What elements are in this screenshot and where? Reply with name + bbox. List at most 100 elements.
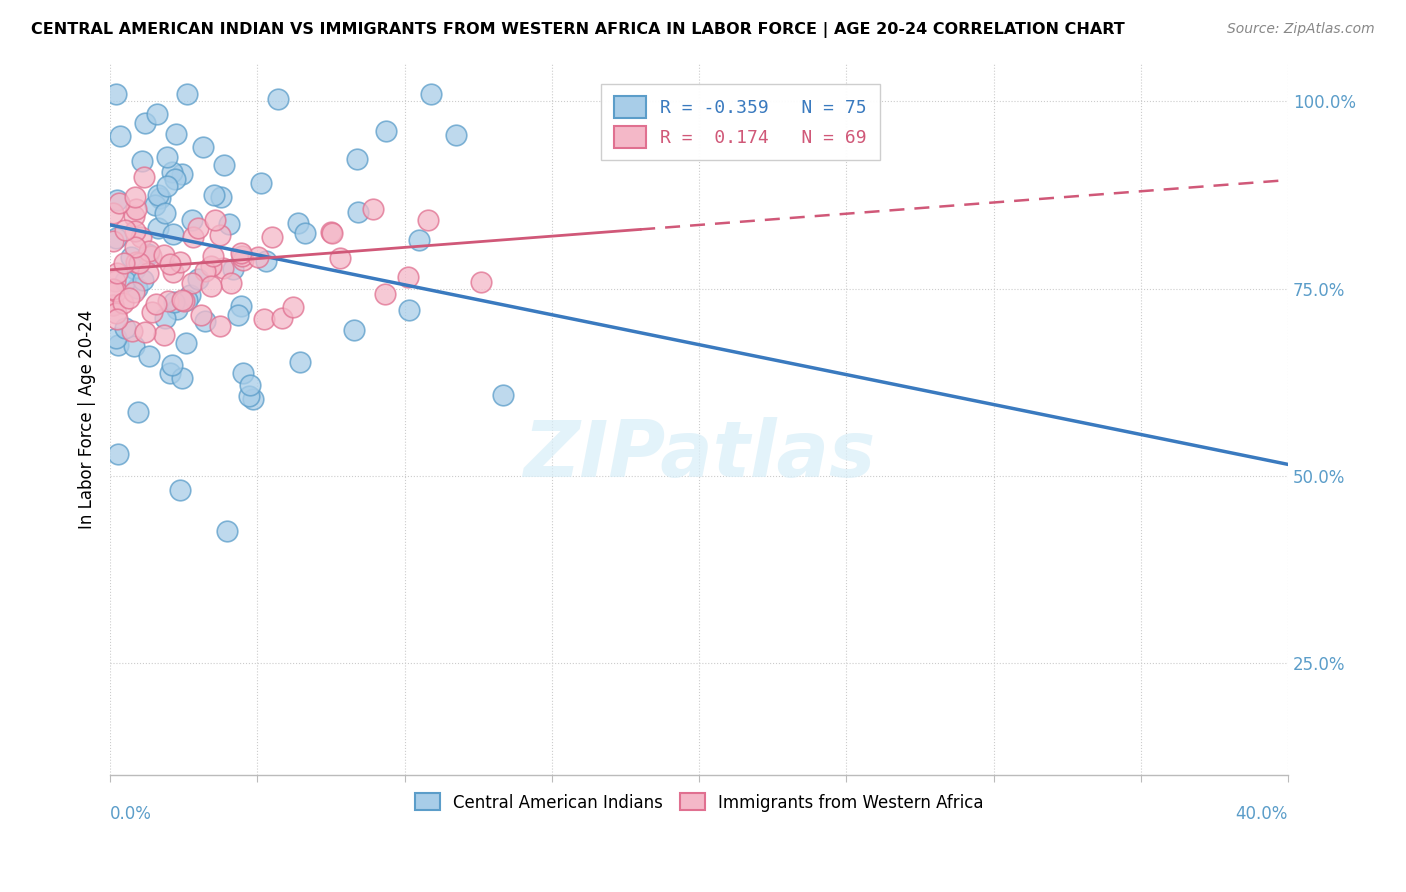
Point (155, 206, 177, 220)
Point (134, 116, 156, 130)
Text: 40.0%: 40.0% (1236, 805, 1288, 823)
Point (408, 233, 430, 247)
Point (159, 366, 181, 380)
Point (146, 187, 169, 202)
Point (114, 223, 136, 237)
Point (212, 260, 235, 275)
Point (181, 213, 204, 227)
Point (124, 224, 146, 238)
Point (146, 106, 169, 120)
Point (209, 319, 232, 334)
Point (101, 206, 124, 220)
Point (149, 191, 172, 205)
Point (190, 308, 212, 322)
Point (232, 252, 254, 267)
Point (222, 261, 245, 276)
Point (134, 170, 156, 185)
Point (242, 392, 264, 407)
Point (120, 250, 142, 264)
Point (136, 248, 159, 262)
Point (112, 296, 135, 310)
Point (343, 323, 366, 337)
Point (204, 212, 226, 227)
Point (156, 294, 179, 309)
Point (193, 264, 215, 278)
Point (145, 297, 167, 311)
Point (176, 336, 198, 351)
Point (127, 281, 149, 295)
Point (176, 293, 198, 307)
Point (105, 285, 128, 299)
Point (152, 328, 174, 343)
Point (125, 202, 148, 217)
Point (114, 321, 136, 335)
Point (138, 349, 160, 363)
Point (170, 167, 193, 181)
Point (271, 311, 294, 326)
Point (108, 129, 131, 144)
Point (209, 227, 232, 242)
Point (170, 293, 193, 307)
Point (374, 286, 396, 301)
Text: ZIPatlas: ZIPatlas (523, 417, 875, 493)
Point (181, 230, 204, 244)
Point (166, 301, 188, 316)
Point (212, 158, 235, 172)
Point (127, 404, 149, 418)
Text: Source: ZipAtlas.com: Source: ZipAtlas.com (1227, 22, 1375, 37)
Legend: Central American Indians, Immigrants from Western Africa: Central American Indians, Immigrants fro… (406, 785, 991, 820)
Y-axis label: In Labor Force | Age 20-24: In Labor Force | Age 20-24 (79, 310, 96, 529)
Point (105, 330, 128, 344)
Point (141, 249, 163, 263)
Point (146, 221, 169, 235)
Point (156, 179, 179, 194)
Point (105, 193, 128, 207)
Point (101, 234, 124, 248)
Point (321, 226, 343, 240)
Point (136, 266, 159, 280)
Point (231, 249, 253, 263)
Point (131, 153, 153, 168)
Point (492, 388, 515, 402)
Point (165, 172, 187, 186)
Point (105, 312, 128, 326)
Point (347, 204, 370, 219)
Point (125, 255, 148, 269)
Point (319, 225, 342, 239)
Point (103, 298, 125, 312)
Point (132, 273, 155, 287)
Point (105, 87, 128, 101)
Point (122, 285, 145, 300)
Point (202, 188, 225, 202)
Point (267, 91, 290, 105)
Point (134, 326, 156, 340)
Point (287, 216, 309, 230)
Point (107, 447, 129, 461)
Point (470, 276, 492, 290)
Point (361, 202, 384, 216)
Point (165, 128, 187, 142)
Point (153, 247, 176, 261)
Point (209, 190, 232, 204)
Point (398, 303, 420, 318)
Point (141, 305, 163, 319)
Point (226, 308, 249, 322)
Point (200, 278, 222, 293)
Point (221, 276, 243, 290)
Point (187, 221, 209, 235)
Point (218, 217, 240, 231)
Point (162, 265, 184, 279)
Point (105, 231, 128, 245)
Point (346, 152, 368, 166)
Point (136, 246, 159, 260)
Point (156, 150, 179, 164)
Point (254, 254, 277, 268)
Point (107, 338, 129, 352)
Point (288, 354, 311, 368)
Point (416, 213, 439, 227)
Point (105, 266, 128, 280)
Point (329, 251, 352, 265)
Point (281, 300, 304, 314)
Point (105, 306, 128, 320)
Point (124, 190, 146, 204)
